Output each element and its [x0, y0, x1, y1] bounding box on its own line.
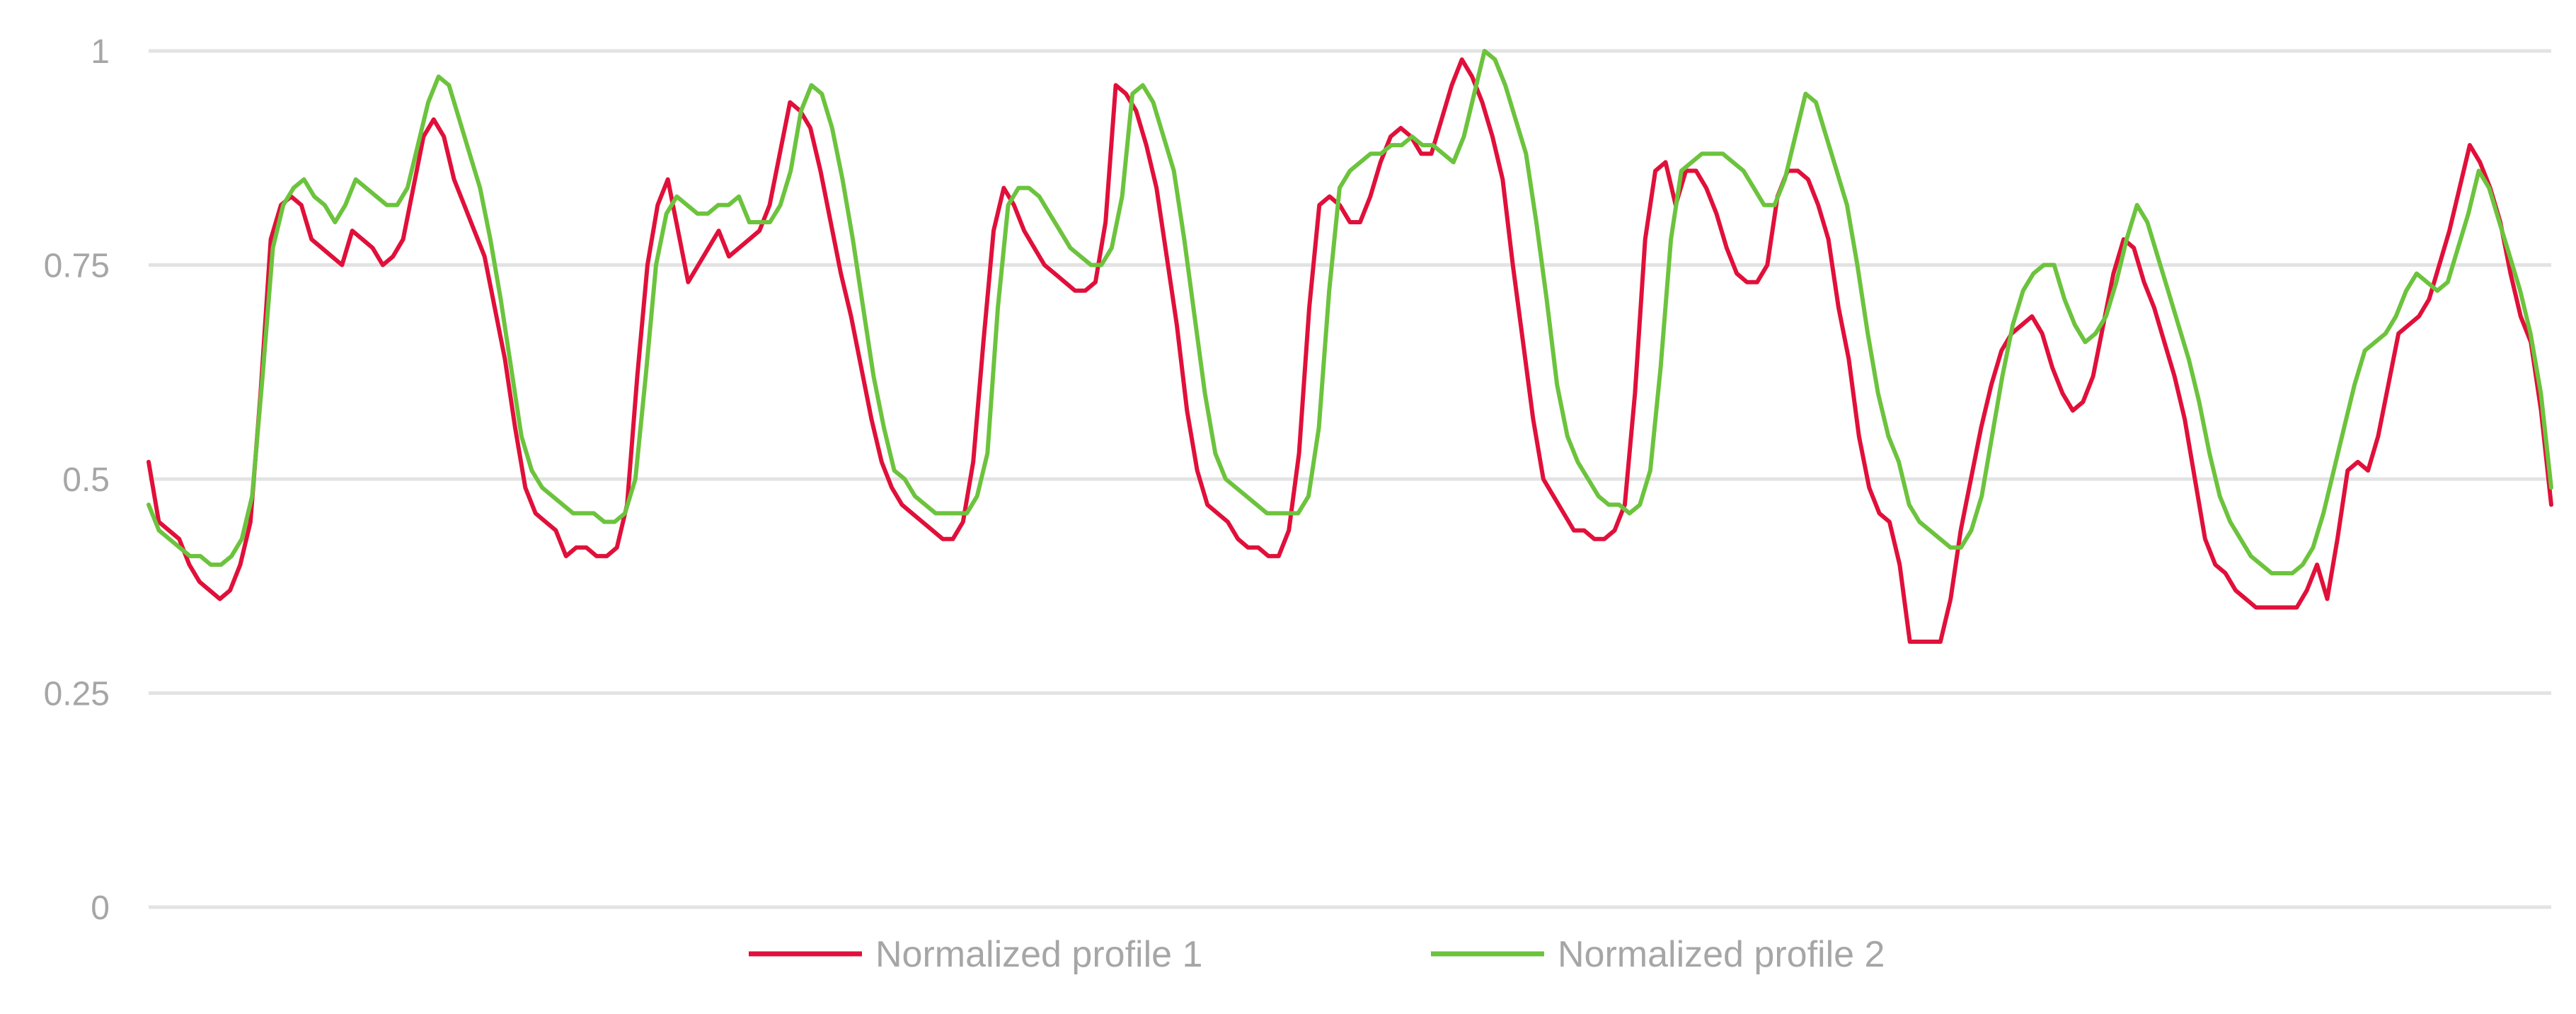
gridlines — [149, 49, 2551, 909]
legend-label: Normalized profile 1 — [875, 934, 1202, 975]
series-lines — [146, 49, 2553, 644]
y-tick-label: 0 — [91, 889, 110, 927]
legend: Normalized profile 1 Normalized profile 2 — [749, 934, 1885, 975]
legend-label: Normalized profile 2 — [1558, 934, 1885, 975]
y-axis-tick-labels: 0 0.25 0.5 0.75 1 — [44, 33, 110, 927]
y-tick-label: 0.5 — [62, 461, 110, 499]
series-line-1 — [146, 57, 2553, 644]
legend-item-1[interactable]: Normalized profile 1 — [749, 934, 1202, 975]
y-tick-label: 0.25 — [44, 676, 110, 713]
y-tick-label: 0.75 — [44, 248, 110, 285]
series-line-2 — [146, 49, 2553, 576]
legend-item-2[interactable]: Normalized profile 2 — [1431, 934, 1885, 975]
y-tick-label: 1 — [91, 33, 110, 71]
